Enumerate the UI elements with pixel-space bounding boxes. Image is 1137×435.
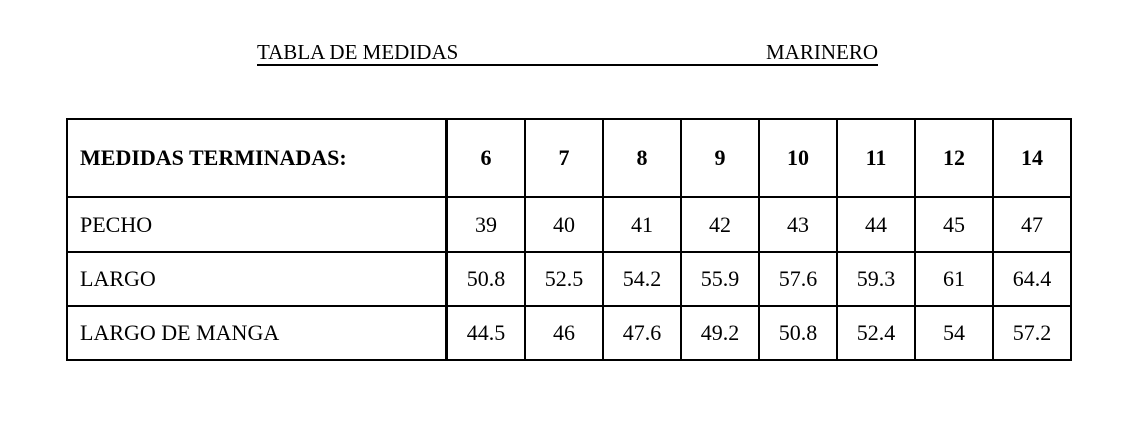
value-cell: 41 [602, 196, 682, 253]
size-header-cell: 8 [602, 118, 682, 198]
row-label-cell: LARGO [66, 251, 448, 307]
value-cell: 50.8 [758, 305, 838, 361]
value-cell: 44.5 [445, 305, 526, 361]
value-cell: 45 [914, 196, 994, 253]
value-cell: 43 [758, 196, 838, 253]
document-title: TABLA DE MEDIDAS [257, 40, 459, 64]
header-label-cell: MEDIDAS TERMINADAS: [66, 118, 448, 198]
value-cell: 47.6 [602, 305, 682, 361]
value-cell: 44 [836, 196, 916, 253]
value-cell: 39 [445, 196, 526, 253]
document-header: TABLA DE MEDIDAS MARINERO [257, 40, 878, 66]
value-cell: 50.8 [445, 251, 526, 307]
value-cell: 49.2 [680, 305, 760, 361]
table-row: LARGO DE MANGA 44.5 46 47.6 49.2 50.8 52.4 54 57… [66, 305, 1072, 361]
size-header-cell: 9 [680, 118, 760, 198]
size-header-cell: 7 [524, 118, 604, 198]
value-cell: 47 [992, 196, 1072, 253]
value-cell: 42 [680, 196, 760, 253]
value-cell: 54 [914, 305, 994, 361]
value-cell: 57.6 [758, 251, 838, 307]
row-label-cell: LARGO DE MANGA [66, 305, 448, 361]
table-row: PECHO 39 40 41 42 43 44 45 47 [66, 196, 1072, 253]
value-cell: 55.9 [680, 251, 760, 307]
table-row: LARGO 50.8 52.5 54.2 55.9 57.6 59.3 61 64.4 [66, 251, 1072, 307]
value-cell: 40 [524, 196, 604, 253]
value-cell: 57.2 [992, 305, 1072, 361]
size-header-cell: 11 [836, 118, 916, 198]
row-label-cell: PECHO [66, 196, 448, 253]
size-header-cell: 12 [914, 118, 994, 198]
value-cell: 46 [524, 305, 604, 361]
header-row: MEDIDAS TERMINADAS: 6 7 8 9 10 11 12 14 [66, 118, 1072, 198]
value-cell: 61 [914, 251, 994, 307]
size-header-cell: 14 [992, 118, 1072, 198]
value-cell: 52.4 [836, 305, 916, 361]
size-header-cell: 10 [758, 118, 838, 198]
value-cell: 52.5 [524, 251, 604, 307]
value-cell: 54.2 [602, 251, 682, 307]
value-cell: 59.3 [836, 251, 916, 307]
size-chart-table: MEDIDAS TERMINADAS: 6 7 8 9 10 11 12 14 PECHO 39 40… [66, 118, 1072, 361]
model-name: MARINERO [765, 40, 878, 64]
size-header-cell: 6 [445, 118, 526, 198]
value-cell: 64.4 [992, 251, 1072, 307]
